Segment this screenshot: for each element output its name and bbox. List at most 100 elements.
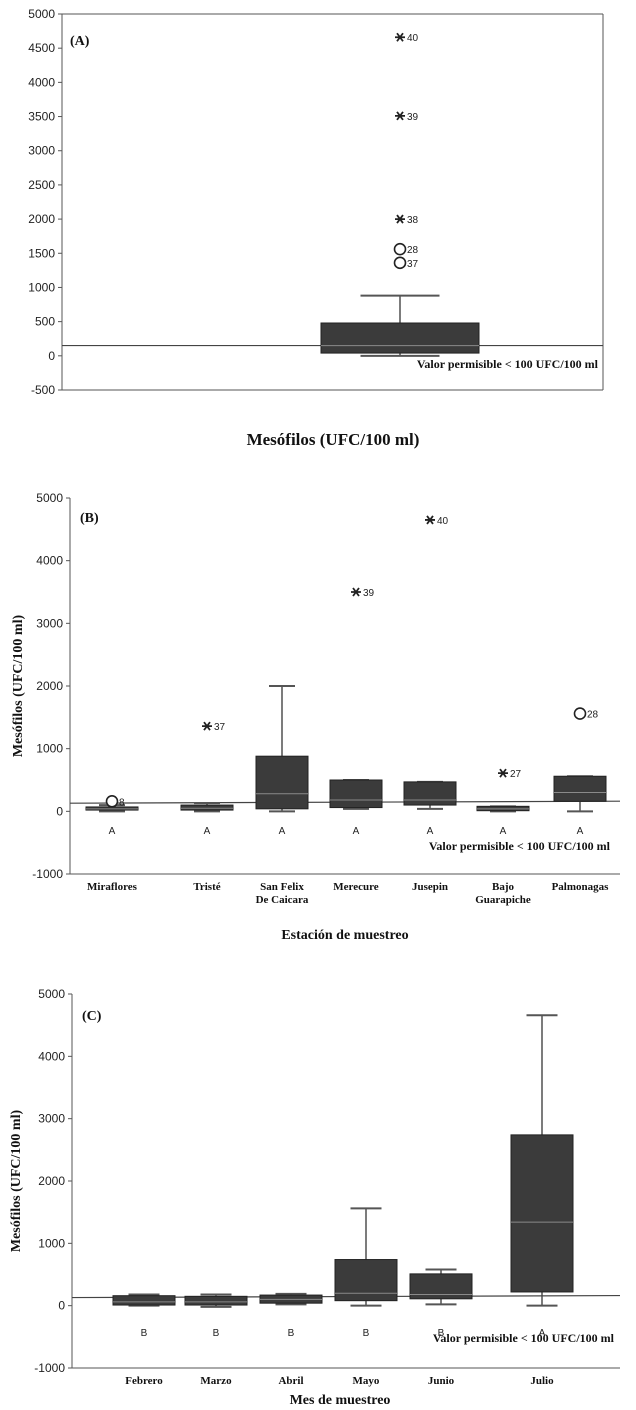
y-tick-label: 0 [58, 1299, 65, 1313]
y-tick-label: -500 [31, 383, 55, 397]
group-letter: A [279, 826, 286, 837]
y-tick-label: 2000 [36, 679, 63, 693]
y-tick-label: 4500 [28, 41, 55, 55]
panel-label: (B) [80, 511, 99, 526]
box [112, 1295, 176, 1306]
outlier-extreme-marker [395, 111, 405, 121]
group-letter: B [141, 1328, 148, 1339]
box [180, 804, 234, 811]
group-letter: A [353, 826, 360, 837]
category-label: Palmonagas [552, 881, 610, 893]
y-tick-label: 2000 [28, 212, 55, 226]
category-label: Julio [530, 1375, 554, 1387]
category-label: San Felix [260, 881, 304, 893]
group-letter: B [363, 1328, 370, 1339]
outlier-label: 28 [407, 245, 419, 256]
reference-line-label: Valor permisible < 100 UFC/100 ml [417, 357, 599, 371]
box [409, 1273, 473, 1300]
box [320, 322, 480, 354]
y-tick-label: 5000 [28, 7, 55, 21]
category-label: De Caicara [256, 894, 309, 906]
group-letter: B [213, 1328, 220, 1339]
y-tick-label: 5000 [38, 987, 65, 1001]
y-tick-label: 1500 [28, 246, 55, 260]
group-letter: B [438, 1328, 445, 1339]
outlier-marker [393, 242, 407, 256]
y-tick-label: 4000 [38, 1049, 65, 1063]
y-axis-title: Mesófilos (UFC/100 ml) [9, 1110, 24, 1253]
outlier-label: 37 [214, 722, 226, 733]
category-label: Mayo [353, 1375, 380, 1387]
outlier-marker [105, 795, 119, 808]
outlier-label: 40 [437, 516, 449, 527]
reference-line-label: Valor permisible < 100 UFC/100 ml [433, 1331, 615, 1345]
box [403, 781, 457, 806]
panel-label: (C) [82, 1009, 102, 1024]
y-tick-label: 4000 [28, 75, 55, 89]
outlier-marker [573, 707, 587, 720]
y-tick-label: 0 [48, 349, 55, 363]
outlier-extreme-marker [202, 721, 212, 731]
x-axis-title: Mesófilos (UFC/100 ml) [247, 430, 420, 449]
category-label: Marzo [200, 1375, 232, 1387]
y-tick-label: 2500 [28, 178, 55, 192]
outlier-marker [393, 256, 407, 270]
group-letter: A [539, 1328, 546, 1339]
box [184, 1295, 248, 1306]
outlier-extreme-marker [351, 587, 361, 597]
outlier-extreme-marker [498, 768, 508, 778]
outlier-label: 39 [363, 588, 375, 599]
category-label: Miraflores [87, 881, 138, 893]
group-letter: B [288, 1328, 295, 1339]
y-tick-label: 1000 [36, 742, 63, 756]
panel-label: (A) [70, 34, 90, 49]
group-letter: A [204, 826, 211, 837]
category-label: Febrero [125, 1375, 163, 1387]
y-tick-label: 2000 [38, 1174, 65, 1188]
chart-b: -1000 0 1000 2000 3000 4000 5000 Valor permisib… [11, 491, 621, 943]
y-tick-label: 4000 [36, 554, 63, 568]
chart-a: -500 0 500 1000 1500 2000 2500 3000 3500 4000 4500… [28, 7, 604, 449]
x-axis-title: Estación de muestreo [281, 928, 408, 943]
outlier-label: 37 [407, 259, 419, 270]
y-tick-label: -1000 [32, 867, 63, 881]
outlier-label: 27 [510, 769, 522, 780]
outlier-label: 40 [407, 33, 419, 44]
y-tick-label: 1000 [28, 280, 55, 294]
y-tick-label: 3000 [28, 144, 55, 158]
y-axis-title: Mesófilos (UFC/100 ml) [11, 615, 26, 758]
y-tick-label: 5000 [36, 491, 63, 505]
category-label: Guarapiche [475, 894, 531, 906]
reference-line-label: Valor permisible < 100 UFC/100 ml [429, 839, 611, 853]
group-letter: A [427, 826, 434, 837]
outlier-label: 8 [119, 797, 125, 808]
y-tick-label: -1000 [34, 1361, 65, 1375]
group-letter: A [109, 826, 116, 837]
outlier-extreme-marker [395, 32, 405, 42]
outlier-extreme-marker [395, 214, 405, 224]
category-label: Abril [278, 1375, 303, 1387]
y-tick-label: 0 [56, 804, 63, 818]
y-tick-label: 1000 [38, 1236, 65, 1250]
box [329, 779, 383, 809]
box [334, 1259, 398, 1302]
category-label: Junio [428, 1375, 455, 1387]
chart-c: -1000 0 1000 2000 3000 4000 5000 Valor permisib… [9, 987, 621, 1408]
box [255, 755, 309, 810]
y-tick-label: 500 [35, 315, 55, 329]
group-letter: A [577, 826, 584, 837]
category-label: Tristé [193, 881, 220, 893]
category-label: Bajo [492, 881, 515, 893]
outlier-label: 38 [407, 215, 419, 226]
outlier-extreme-marker [425, 515, 435, 525]
outlier-label: 28 [587, 710, 599, 721]
outlier-label: 39 [407, 112, 419, 123]
box [553, 775, 607, 802]
y-tick-label: 3500 [28, 110, 55, 124]
box [510, 1134, 574, 1293]
category-label: Jusepin [412, 881, 448, 893]
y-tick-label: 3000 [36, 616, 63, 630]
y-tick-label: 3000 [38, 1112, 65, 1126]
group-letter: A [500, 826, 507, 837]
category-label: Merecure [333, 881, 379, 893]
